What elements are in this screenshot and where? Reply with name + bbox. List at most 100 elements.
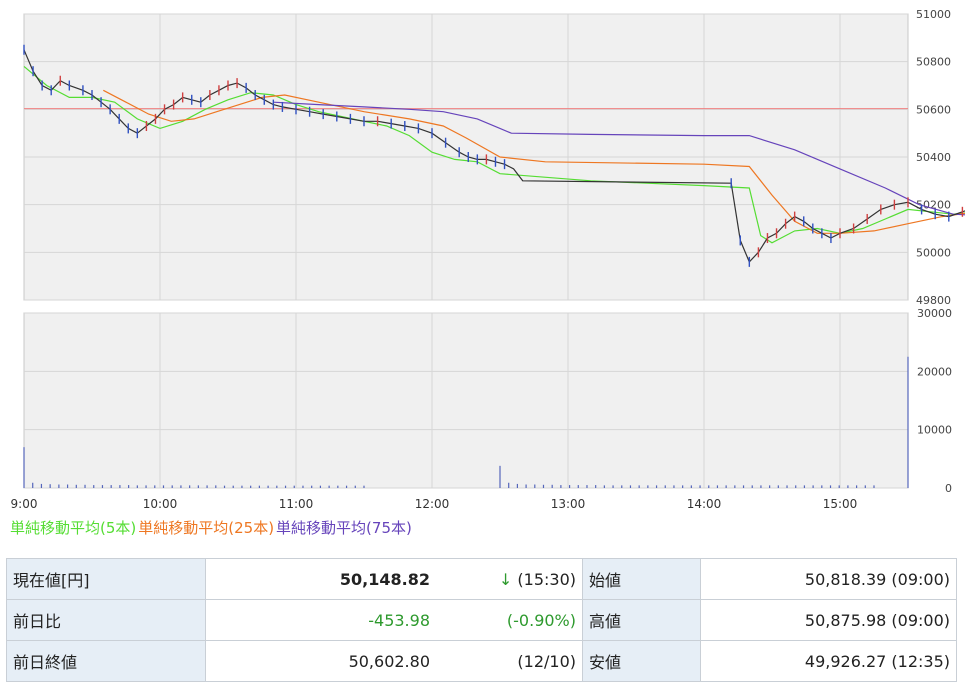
volume-bar xyxy=(267,485,269,488)
volume-bar xyxy=(734,485,736,488)
price-tick-label: 49800 xyxy=(916,294,951,307)
low-value: 49,926.27 (12:35) xyxy=(700,640,957,682)
series-line-0 xyxy=(23,65,965,244)
volume-bar xyxy=(49,484,51,488)
volume-bar xyxy=(664,485,666,488)
volume-bar xyxy=(499,465,501,488)
down-arrow-icon: ↓ xyxy=(498,569,513,589)
quote-table: 現在値[円] 50,148.82 ↓ (15:30) 始値 50,818.39 … xyxy=(6,558,957,682)
volume-bar xyxy=(232,485,234,488)
low-label: 安値 xyxy=(582,640,701,682)
volume-bar xyxy=(250,485,252,488)
volume-bar xyxy=(119,485,121,488)
open-value: 50,818.39 (09:00) xyxy=(700,558,957,600)
volume-bar xyxy=(769,485,771,488)
quote-row-current: 現在値[円] 50,148.82 ↓ (15:30) 始値 50,818.39 … xyxy=(6,558,957,600)
volume-bar xyxy=(223,485,226,488)
chart-svg: 9:00 10:00 11:00 12:00 13:00 14:00 15:00 51000 5… xyxy=(11,8,965,511)
volume-bar xyxy=(725,485,727,488)
high-value: 50,875.98 (09:00) xyxy=(700,599,957,641)
volume-bar xyxy=(542,484,545,488)
volume-bar xyxy=(682,485,684,488)
volume-bar xyxy=(354,485,356,488)
x-tick-label: 15:00 xyxy=(823,497,858,511)
volume-bar xyxy=(742,485,745,488)
volume-bar xyxy=(162,485,165,488)
legend-ma75: 単純移動平均(75本) xyxy=(276,519,412,537)
volume-tick-label: 10000 xyxy=(917,424,952,437)
volume-bar xyxy=(311,485,313,488)
volume-bar xyxy=(101,485,104,488)
price-tick-label: 51000 xyxy=(916,8,951,21)
volume-bar xyxy=(856,485,858,488)
volume-bar xyxy=(363,485,365,488)
change-label: 前日比 xyxy=(6,599,206,641)
price-tick-label: 50600 xyxy=(916,103,951,116)
volume-bar xyxy=(110,485,112,488)
volume-bar xyxy=(197,485,199,488)
price-tick-label: 50400 xyxy=(916,151,951,164)
volume-bar xyxy=(302,485,304,488)
volume-bar xyxy=(241,485,243,488)
volume-bar xyxy=(795,485,797,488)
volume-bar xyxy=(612,485,614,488)
volume-bar xyxy=(603,485,605,488)
volume-bar xyxy=(32,482,34,488)
prev-close-date: (12/10) xyxy=(436,640,583,682)
intraday-chart: 9:00 10:00 11:00 12:00 13:00 14:00 15:00 51000 5… xyxy=(11,8,965,511)
volume-bar xyxy=(23,447,25,488)
quote-row-change: 前日比 -453.98 (-0.90%) 高値 50,875.98 (09:00… xyxy=(6,599,957,641)
volume-bar xyxy=(655,485,658,488)
x-tick-label: 9:00 xyxy=(11,497,38,511)
volume-bar xyxy=(673,485,675,488)
volume-bar xyxy=(873,485,875,488)
volume-bar xyxy=(206,485,208,488)
volume-bar xyxy=(145,485,147,488)
legend-ma5: 単純移動平均(5本) xyxy=(10,519,137,537)
volume-tick-label: 20000 xyxy=(917,365,952,378)
volume-tick-label: 0 xyxy=(945,482,952,495)
volume-bar xyxy=(93,485,95,488)
current-label: 現在値[円] xyxy=(6,558,206,600)
volume-bar xyxy=(534,484,536,488)
volume-bar xyxy=(847,485,849,488)
volume-bar xyxy=(586,485,588,488)
volume-bar xyxy=(284,485,287,488)
x-tick-label: 11:00 xyxy=(279,497,314,511)
current-time-cell: ↓ (15:30) xyxy=(436,558,583,600)
volume-bar xyxy=(699,485,701,488)
x-tick-label: 12:00 xyxy=(415,497,450,511)
volume-bar xyxy=(647,485,649,488)
volume-bar xyxy=(66,484,69,488)
volume-bar xyxy=(128,485,130,488)
prev-close-label: 前日終値 xyxy=(6,640,206,682)
prev-close-value: 50,602.80 xyxy=(205,640,436,682)
volume-bar xyxy=(560,485,562,488)
volume-bar xyxy=(638,485,640,488)
volume-bar xyxy=(258,485,260,488)
high-label: 高値 xyxy=(582,599,701,641)
volume-bar xyxy=(525,484,527,488)
volume-bar xyxy=(577,485,579,488)
volume-bar xyxy=(786,485,788,488)
volume-bar xyxy=(75,484,77,488)
volume-bar xyxy=(319,485,322,488)
x-tick-label: 10:00 xyxy=(143,497,178,511)
price-tick-label: 50200 xyxy=(916,199,951,212)
volume-bar xyxy=(803,485,806,488)
legend-ma25: 単純移動平均(25本) xyxy=(138,519,275,537)
volume-bar xyxy=(328,485,330,488)
volume-bar xyxy=(907,356,909,488)
volume-bar xyxy=(215,485,217,488)
volume-bar xyxy=(690,485,692,488)
volume-bar xyxy=(864,485,866,488)
current-value: 50,148.82 xyxy=(205,558,436,600)
volume-bar xyxy=(154,485,156,488)
x-tick-label: 13:00 xyxy=(551,497,586,511)
volume-panel xyxy=(23,312,909,489)
volume-bar xyxy=(293,485,295,488)
open-label: 始値 xyxy=(582,558,701,600)
series-line-1 xyxy=(103,89,965,234)
volume-bar xyxy=(84,484,86,488)
volume-bar xyxy=(629,485,632,488)
